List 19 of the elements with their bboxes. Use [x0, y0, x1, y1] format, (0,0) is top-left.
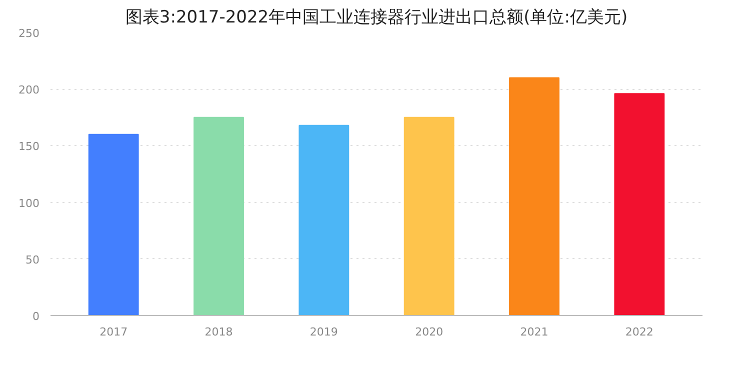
y-tick-label: 100 — [18, 196, 40, 210]
x-tick-label: 2019 — [310, 326, 338, 338]
bar — [88, 134, 139, 316]
y-tick-label: 200 — [18, 84, 40, 97]
x-tick-label: 2018 — [204, 326, 233, 338]
bar — [614, 93, 665, 316]
y-tick-label: 50 — [26, 253, 40, 266]
x-tick-label: 2020 — [415, 326, 444, 338]
y-tick-label: 150 — [18, 140, 40, 154]
y-tick-label: 0 — [32, 310, 40, 323]
y-tick-label: 250 — [18, 27, 40, 40]
bar — [509, 77, 560, 316]
x-tick-label: 2017 — [100, 326, 128, 338]
x-tick-label: 2022 — [625, 326, 654, 338]
bar — [298, 124, 350, 316]
bar — [194, 116, 244, 316]
x-tick-label: 2021 — [520, 326, 548, 338]
chart-title: 图表3:2017-2022年中国工业连接器行业进出口总额(单位:亿美元) — [125, 8, 628, 28]
bar — [404, 116, 454, 316]
